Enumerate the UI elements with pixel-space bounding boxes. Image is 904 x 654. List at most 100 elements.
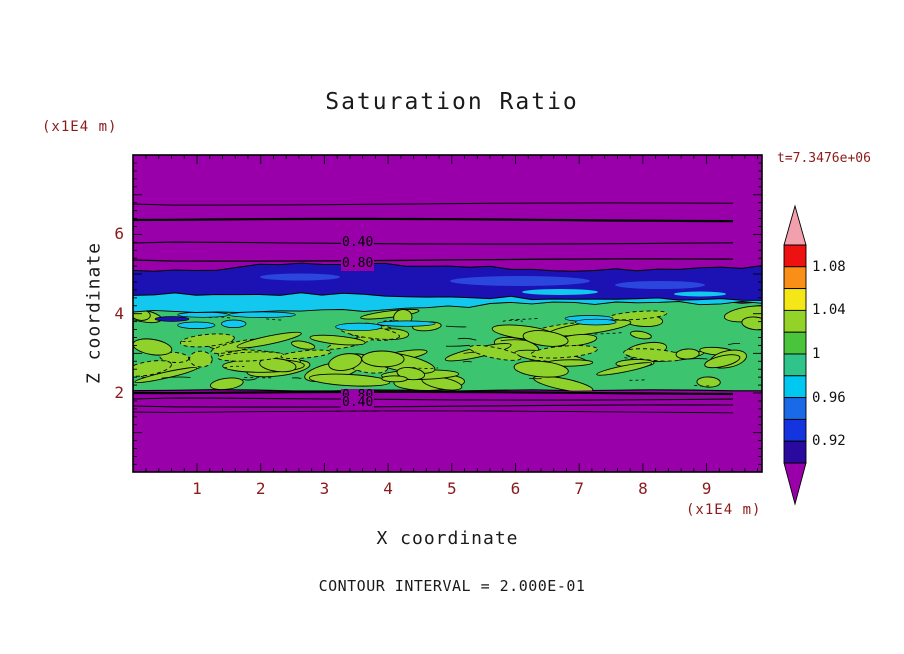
contour-label-upper-080: 0.80	[341, 256, 375, 271]
green-blob	[280, 349, 332, 360]
green-blob	[530, 345, 598, 359]
green-blob	[179, 333, 235, 348]
contour-squiggle	[457, 337, 477, 341]
colorbar-tick-label: 0.92	[812, 433, 846, 450]
contour-squiggle	[624, 357, 636, 360]
contour-line	[133, 404, 734, 408]
contour-squiggle	[383, 320, 402, 322]
green-blob	[361, 350, 405, 368]
cyan-streak	[221, 319, 247, 328]
contour-label-upper-040: 0.40	[341, 235, 375, 250]
green-blob	[291, 340, 316, 350]
x-tick-label: 1	[192, 479, 202, 498]
contour-squiggle	[629, 379, 647, 381]
contour-squiggle	[445, 325, 467, 328]
blue-band-patch	[615, 281, 705, 289]
contour-squiggle	[694, 384, 712, 387]
green-blob	[159, 351, 190, 363]
contour-line	[133, 202, 734, 206]
y-axis-unit: (x1E4 m)	[42, 119, 118, 135]
contour-squiggle	[291, 377, 302, 379]
colorbar-tick-label: 0.96	[812, 389, 846, 406]
cyan-wisp	[522, 289, 598, 295]
colorbar-segment	[783, 331, 807, 355]
cyan-streak	[177, 321, 216, 329]
colorbar-tick-label: 1.04	[812, 302, 846, 319]
page-title: Saturation Ratio	[325, 89, 579, 115]
blue-band-patch	[450, 276, 590, 286]
contour-squiggle	[161, 376, 191, 379]
colorbar-segment	[783, 266, 807, 290]
green-blob	[309, 334, 366, 346]
colorbar	[783, 204, 807, 506]
green-blob	[741, 316, 762, 331]
green-blob	[522, 330, 569, 347]
x-axis-label: X coordinate	[376, 528, 519, 549]
colorbar-segment	[783, 244, 807, 268]
contour-line	[133, 217, 734, 223]
x-tick-label: 7	[574, 479, 584, 498]
blue-band-patch	[260, 273, 340, 281]
contour-squiggle	[510, 317, 541, 321]
green-blob	[629, 330, 652, 340]
blue-streak	[154, 316, 190, 322]
contour-squiggle	[266, 318, 284, 321]
x-tick-label: 6	[510, 479, 521, 498]
contour-squiggle	[182, 340, 193, 342]
green-blobs	[133, 305, 762, 392]
x-tick-label: 9	[701, 479, 712, 498]
colorbar-segment	[783, 418, 807, 442]
green-blob	[696, 376, 721, 388]
contour-field	[133, 155, 762, 472]
green-blob	[308, 373, 391, 387]
colorbar-arrow-high	[783, 204, 807, 246]
green-blob	[259, 357, 297, 373]
green-blob	[513, 360, 569, 378]
green-blob	[236, 331, 302, 349]
green-blob	[381, 375, 408, 383]
cyan-streak	[177, 311, 230, 318]
y-tick-label: 2	[114, 383, 124, 402]
contour-line	[133, 241, 734, 245]
contour-line	[133, 410, 734, 414]
green-blob	[133, 360, 172, 377]
colorbar-segment	[783, 309, 807, 333]
x-tick-label: 2	[255, 479, 266, 498]
contour-squiggle	[728, 342, 741, 345]
green-blob	[468, 345, 522, 361]
contour-squiggle	[412, 367, 438, 369]
contour-squiggle	[594, 332, 622, 335]
colorbar-segment	[783, 397, 807, 420]
green-blob	[704, 354, 741, 369]
y-tick-label: 4	[114, 303, 124, 323]
green-blob	[596, 362, 653, 376]
green-blob	[209, 377, 244, 391]
contour-squiggle	[445, 344, 470, 347]
contour-line	[133, 397, 734, 401]
time-annotation: t=7.3476e+06	[777, 151, 871, 166]
cyan-streak	[335, 322, 383, 332]
colorbar-tick-label: 1.08	[812, 258, 846, 275]
contour-squiggle	[463, 351, 477, 354]
cyan-streak	[377, 320, 436, 327]
x-tick-label: 3	[319, 479, 330, 498]
cyan-wisp	[674, 291, 726, 297]
contour-line	[133, 390, 734, 396]
colorbar-tick-label: 1	[812, 346, 821, 362]
cyan-streak	[575, 318, 617, 326]
x-tick-label: 5	[446, 479, 457, 498]
contour-squiggle	[462, 361, 472, 363]
y-tick-label: 6	[114, 224, 124, 244]
colorbar-segment	[783, 288, 807, 311]
axes	[132, 154, 763, 473]
contour-squiggle	[502, 319, 523, 322]
contour-line	[133, 258, 734, 262]
green-blob	[189, 350, 213, 368]
contour-squiggle	[678, 358, 708, 361]
contour-interval-note: CONTOUR INTERVAL = 2.000E-01	[318, 577, 586, 595]
colorbar-segment	[783, 353, 807, 377]
x-tick-label: 8	[638, 479, 648, 498]
x-axis-unit: (x1E4 m)	[686, 502, 762, 518]
